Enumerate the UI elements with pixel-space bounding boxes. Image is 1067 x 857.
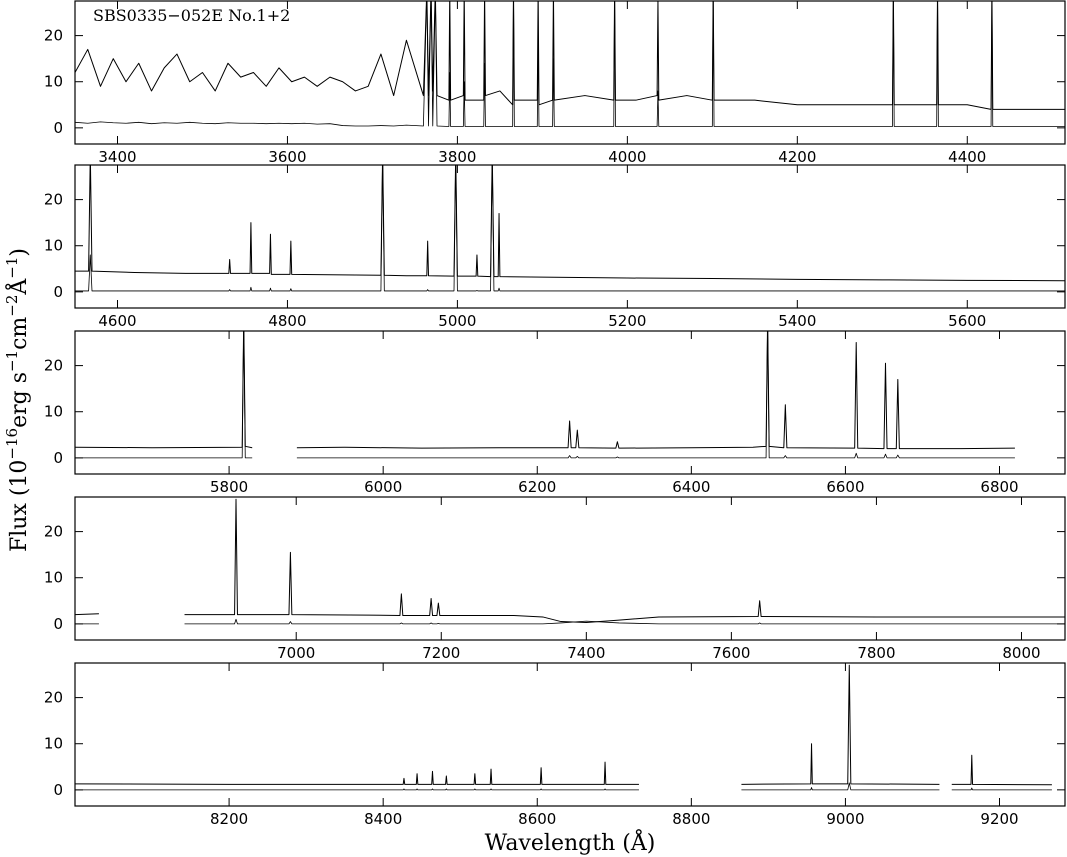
y-label-part: ) [7, 248, 32, 257]
y-tick-label: 20 [44, 689, 63, 707]
lower-spectrum-line [75, 165, 1065, 292]
spectrum-line [75, 331, 253, 449]
plot-frame [74, 164, 1066, 309]
x-tick-label: 9000 [826, 810, 864, 828]
y-tick-label: 20 [44, 191, 63, 209]
x-tick-label: 6000 [364, 478, 402, 496]
y-label-part: −16 [3, 428, 21, 460]
spectrum-line [951, 754, 1052, 786]
plot-frame [74, 0, 1066, 145]
spectrum-line [296, 331, 1015, 450]
y-tick-label: 10 [44, 735, 63, 753]
x-tick-label: 8400 [364, 810, 402, 828]
x-tick-label: 5600 [948, 312, 986, 330]
x-tick-label: 4200 [778, 148, 816, 166]
spectrum-line [75, 761, 639, 785]
y-tick-label: 0 [53, 283, 63, 301]
panel: 5800 6000 6200 6400 6600 6800 0 10 20 [44, 330, 1066, 496]
x-tick-label: 5000 [438, 312, 476, 330]
x-tick-label: 7600 [712, 644, 750, 662]
x-tick-label: 7200 [422, 644, 460, 662]
y-axis-label: Flux (10−16erg s−1cm−2Å−1) [3, 248, 32, 552]
y-tick-label: 0 [53, 781, 63, 799]
lower-spectrum-line [741, 782, 940, 791]
x-tick-label: 8600 [518, 810, 556, 828]
x-tick-label: 6200 [518, 478, 556, 496]
chart-title: SBS0335−052E No.1+2 [93, 6, 290, 25]
y-tick-label: 10 [44, 403, 63, 421]
y-tick-label: 0 [53, 615, 63, 633]
x-tick-label: 5800 [210, 478, 248, 496]
y-tick-label: 20 [44, 27, 63, 45]
spectrum-line [184, 498, 1065, 623]
x-tick-label: 3400 [98, 148, 136, 166]
lower-spectrum-line [75, 1, 1065, 127]
y-tick-label: 10 [44, 569, 63, 587]
y-label-part: −1 [3, 350, 21, 372]
y-label-part: cm [7, 317, 32, 350]
spectrum-line [741, 664, 940, 785]
y-label-part: Flux (10 [7, 460, 32, 552]
x-tick-label: 6400 [672, 478, 710, 496]
y-label-part: Å [4, 278, 32, 296]
x-tick-label: 7400 [567, 644, 605, 662]
lower-spectrum-line [75, 788, 639, 791]
x-tick-label: 4800 [268, 312, 306, 330]
panel: 8200 8400 8600 8800 9000 9200 0 10 20 [44, 662, 1066, 828]
y-label-part: erg s [7, 372, 32, 428]
x-tick-label: 4000 [608, 148, 646, 166]
spectrum-line [75, 165, 1065, 282]
x-tick-label: 7800 [857, 644, 895, 662]
x-tick-label: 6600 [826, 478, 864, 496]
x-tick-label: 5200 [608, 312, 646, 330]
lower-spectrum-line [184, 618, 1065, 625]
x-tick-label: 4600 [98, 312, 136, 330]
x-tick-label: 3600 [268, 148, 306, 166]
y-label-part: −1 [3, 257, 21, 279]
plot-frame [74, 330, 1066, 475]
plot-frame [74, 662, 1066, 807]
lower-spectrum-line [951, 787, 1052, 791]
x-tick-label: 8200 [210, 810, 248, 828]
panel: 7000 7200 7400 7600 7800 8000 0 10 20 [44, 496, 1066, 662]
y-tick-label: 20 [44, 523, 63, 541]
lower-spectrum-line [296, 331, 1015, 459]
x-tick-label: 7000 [277, 644, 315, 662]
y-tick-label: 0 [53, 119, 63, 137]
y-tick-label: 10 [44, 237, 63, 255]
x-tick-label: 8800 [672, 810, 710, 828]
y-tick-label: 10 [44, 73, 63, 91]
plot-frame [74, 496, 1066, 641]
x-tick-label: 4400 [948, 148, 986, 166]
x-axis-label: Wavelength (Å) [485, 828, 656, 856]
x-tick-label: 9200 [980, 810, 1018, 828]
x-tick-label: 8000 [1002, 644, 1040, 662]
x-tick-label: 3800 [438, 148, 476, 166]
y-label-part: −2 [3, 295, 21, 317]
panel: 3400 3600 3800 4000 4200 4400 0 10 20 SBS0335−052… [44, 0, 1066, 166]
spectrum-line [75, 613, 99, 616]
y-tick-label: 20 [44, 357, 63, 375]
x-tick-label: 6800 [980, 478, 1018, 496]
y-tick-label: 0 [53, 449, 63, 467]
lower-spectrum-line [75, 331, 253, 459]
panel: 4600 4800 5000 5200 5400 5600 0 10 20 [44, 164, 1066, 330]
x-tick-label: 5400 [778, 312, 816, 330]
